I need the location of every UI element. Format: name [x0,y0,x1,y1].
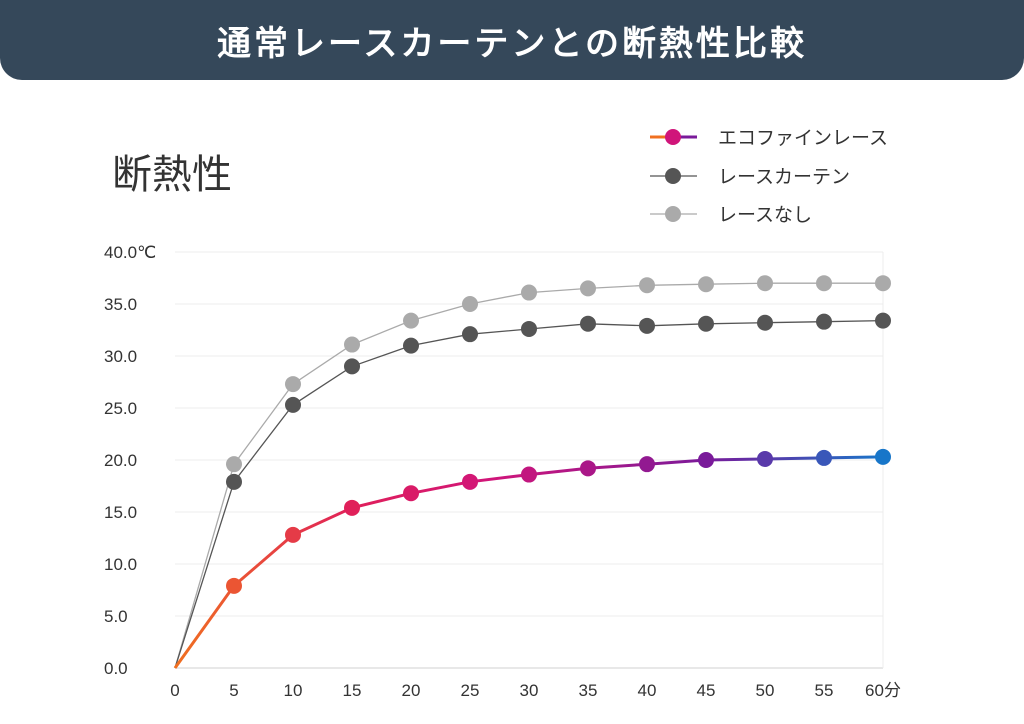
y-tick-label: 40.0℃ [104,243,156,262]
data-point [757,314,773,331]
x-tick-label: 10 [284,681,303,700]
x-tick-label: 25 [461,681,480,700]
legend-marker [665,168,681,184]
data-point [580,460,596,477]
header-banner: 通常レースカーテンとの断熱性比較 [0,0,1024,80]
data-point [639,277,655,294]
data-point [521,320,537,337]
x-tick-label: 45 [697,681,716,700]
legend-label: レースカーテン [718,166,850,188]
legend-item: レースなし [650,204,812,226]
data-point [285,396,301,413]
x-tick-label: 50 [756,681,775,700]
data-point [698,276,714,293]
y-tick-label: 35.0 [104,295,137,314]
legend-marker [665,206,681,222]
x-tick-label: 0 [170,681,179,700]
legend-item: エコファインレース [650,127,888,149]
data-point [875,312,891,329]
chart-title: 断熱性 [112,152,232,198]
legend-item: レースカーテン [650,166,850,188]
x-tick-label: 55 [815,681,834,700]
data-point [698,452,714,468]
y-tick-label: 20.0 [104,451,137,470]
data-point [521,284,537,301]
x-tick-label: 40 [638,681,657,700]
data-point [757,450,773,467]
data-point [462,326,478,343]
y-tick-label: 0.0 [104,659,128,678]
data-point [226,456,242,473]
y-tick-label: 5.0 [104,607,128,626]
legend-marker [665,129,681,145]
data-point [698,315,714,332]
legend-label: エコファインレース [718,127,888,149]
data-point [816,313,832,330]
data-point [639,317,655,334]
data-point [462,473,478,490]
x-tick-label: 60分 [865,681,901,700]
data-point [816,449,832,466]
data-point [521,466,537,483]
data-point [757,275,773,292]
banner-title: 通常レースカーテンとの断熱性比較 [217,23,807,64]
data-point [226,473,242,490]
legend-label: レースなし [718,204,812,226]
data-point [226,577,242,594]
data-point [580,315,596,332]
x-tick-label: 15 [343,681,362,700]
y-tick-label: 25.0 [104,399,137,418]
data-point [403,337,419,354]
data-point [344,358,360,375]
data-point [285,526,301,543]
data-point [875,275,891,292]
data-point [344,499,360,516]
x-tick-label: 30 [520,681,539,700]
data-point [816,275,832,292]
data-point [875,448,891,465]
x-tick-label: 5 [229,681,238,700]
data-point [344,336,360,353]
x-tick-label: 35 [579,681,598,700]
series-line-0 [173,455,884,669]
y-tick-label: 15.0 [104,503,137,522]
data-point [580,280,596,297]
y-tick-label: 10.0 [104,555,137,574]
data-point [403,485,419,502]
y-tick-label: 30.0 [104,347,137,366]
data-point [285,376,301,393]
data-point [462,296,478,312]
data-point [639,456,655,473]
data-point [403,312,419,329]
x-tick-label: 20 [402,681,421,700]
